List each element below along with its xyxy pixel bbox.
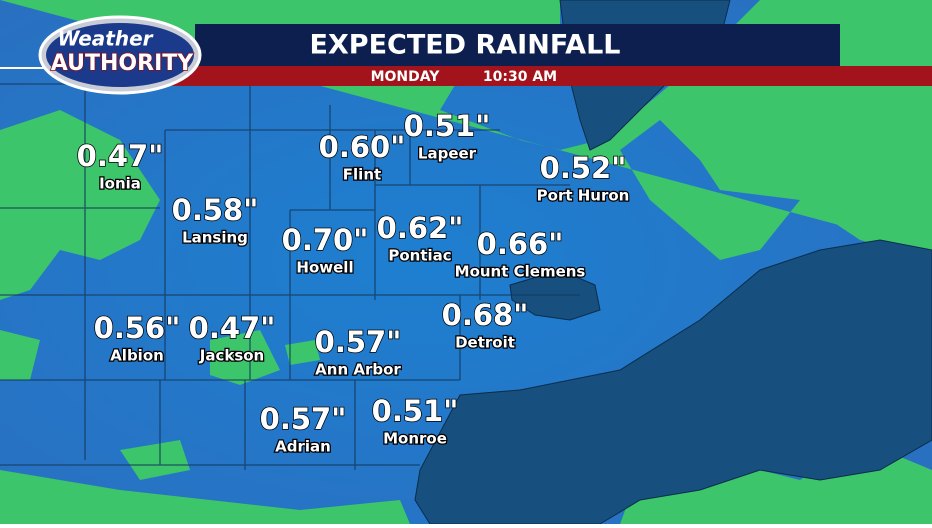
city-name: Pontiac [388,247,451,265]
title: EXPECTED RAINFALL [310,30,621,61]
title-bar [195,24,840,66]
city-name: Lapeer [418,145,477,163]
rain-amount: 0.70" [282,223,369,257]
rain-amount: 0.56" [94,311,181,345]
logo-face [46,23,194,87]
rain-amount: 0.47" [189,311,276,345]
logo: Weather AUTHORITY [38,15,202,95]
city-name: Jackson [199,347,264,365]
rain-amount: 0.52" [540,151,627,185]
time-bar [150,66,932,86]
rain-amount: 0.58" [172,193,259,227]
rain-amount: 0.57" [260,402,347,436]
rain-amount: 0.51" [404,109,491,143]
rain-amount: 0.68" [442,298,529,332]
city-name: Mount Clemens [455,263,586,281]
city-name: Monroe [383,430,447,448]
city-name: Albion [110,347,164,365]
rain-amount: 0.60" [319,130,406,164]
rain-amount: 0.66" [477,227,564,261]
city-name: Howell [296,259,353,277]
time: 10:30 AM [483,69,557,85]
rain-amount: 0.47" [77,139,164,173]
logo-top: Weather [57,27,153,51]
day: MONDAY [371,69,441,85]
city-name: Adrian [275,438,331,456]
logo-bottom: AUTHORITY [51,51,194,76]
city-name: Flint [343,166,381,184]
city-name: Ionia [99,175,141,193]
rain-amount: 0.62" [377,211,464,245]
rain-amount: 0.51" [372,394,459,428]
city-name: Port Huron [537,187,630,205]
city-name: Detroit [455,334,515,352]
city-name: Lansing [182,229,248,247]
rain-amount: 0.57" [315,325,402,359]
city-name: Ann Arbor [315,361,401,379]
locations: 0.47" Ionia 0.58" Lansing 0.60" Flint 0.51" Lap… [76,108,631,457]
